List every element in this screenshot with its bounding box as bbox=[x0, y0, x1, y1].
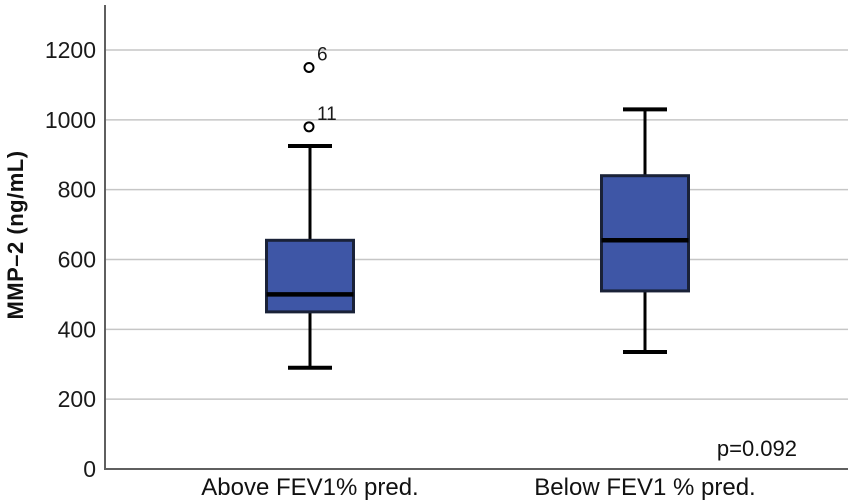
x-category-label-below: Below FEV1 % pred. bbox=[534, 474, 756, 501]
outlier-point bbox=[303, 121, 315, 133]
y-tick-label: 1000 bbox=[45, 107, 96, 133]
outlier-point bbox=[303, 61, 315, 73]
y-tick-label: 800 bbox=[58, 177, 96, 203]
outlier-label: 6 bbox=[317, 44, 328, 65]
p-value-annotation: p=0.092 bbox=[716, 436, 797, 461]
y-tick-label: 200 bbox=[58, 386, 96, 412]
outlier-label: 11 bbox=[317, 104, 337, 125]
y-tick-label: 0 bbox=[83, 456, 96, 482]
x-category-label-above: Above FEV1% pred. bbox=[201, 474, 419, 501]
y-tick-label: 400 bbox=[58, 316, 96, 342]
y-tick-label: 600 bbox=[58, 247, 96, 273]
y-tick-label: 1200 bbox=[45, 37, 96, 63]
box-iqr bbox=[600, 174, 690, 293]
box-iqr bbox=[265, 238, 355, 314]
y-axis-title: MMP–2 (ng/mL) bbox=[3, 150, 28, 320]
